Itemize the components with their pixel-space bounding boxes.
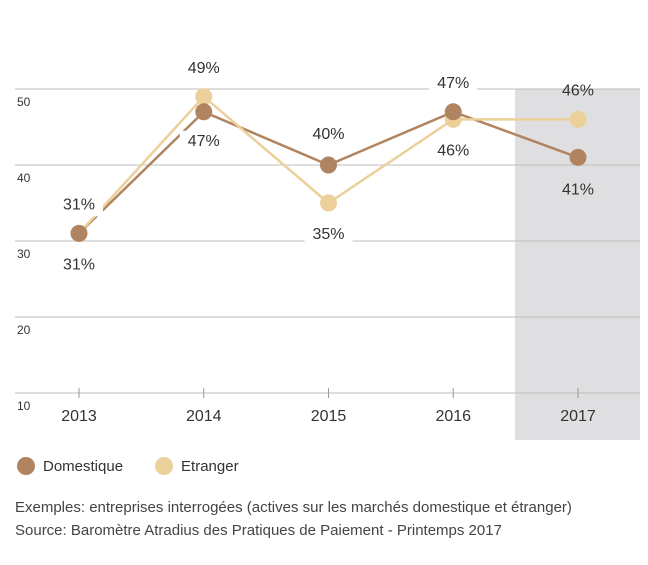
point: [569, 148, 587, 166]
point: [195, 88, 213, 106]
label-bg: [179, 57, 228, 80]
label-bg: [55, 194, 103, 217]
data-label: 47%: [188, 133, 220, 150]
highlight-band: [515, 89, 640, 440]
label-bg: [304, 124, 353, 146]
data-label: 40%: [312, 126, 344, 143]
label-bg: [429, 72, 478, 95]
data-label: 46%: [437, 143, 469, 160]
y-tick-label: 20: [17, 323, 31, 337]
data-label: 35%: [312, 226, 344, 243]
point: [320, 156, 337, 174]
point: [444, 103, 462, 121]
x-tick-label: 2015: [311, 408, 347, 425]
y-tick-label: 10: [17, 399, 31, 413]
note: Exemples: entreprises interrogées (activ…: [15, 499, 572, 516]
y-tick-label: 50: [17, 95, 31, 109]
data-label: 31%: [63, 257, 95, 274]
label-bg: [179, 130, 228, 153]
data-label: 49%: [188, 60, 220, 77]
x-tick-label: 2014: [186, 408, 222, 425]
label-bg: [429, 140, 478, 163]
point: [320, 194, 337, 212]
data-label: 46%: [562, 83, 594, 100]
point: [70, 224, 88, 242]
label-bg: [304, 224, 353, 246]
legend-label: Domestique: [43, 458, 123, 475]
data-label: 47%: [437, 75, 469, 92]
note: Source: Baromètre Atradius des Pratiques…: [15, 522, 502, 539]
x-tick-label: 2013: [61, 408, 97, 425]
data-label: 41%: [562, 182, 594, 199]
y-tick-label: 30: [17, 247, 31, 261]
y-tick-label: 40: [17, 171, 31, 185]
x-tick-label: 2017: [560, 408, 596, 425]
legend-swatch: [155, 457, 174, 475]
label-bg: [55, 254, 103, 277]
point: [569, 110, 587, 128]
x-tick-label: 2016: [435, 408, 471, 425]
legend-label: Etranger: [181, 458, 239, 475]
data-label: 31%: [63, 197, 95, 214]
legend-swatch: [17, 457, 35, 475]
point: [195, 103, 213, 121]
